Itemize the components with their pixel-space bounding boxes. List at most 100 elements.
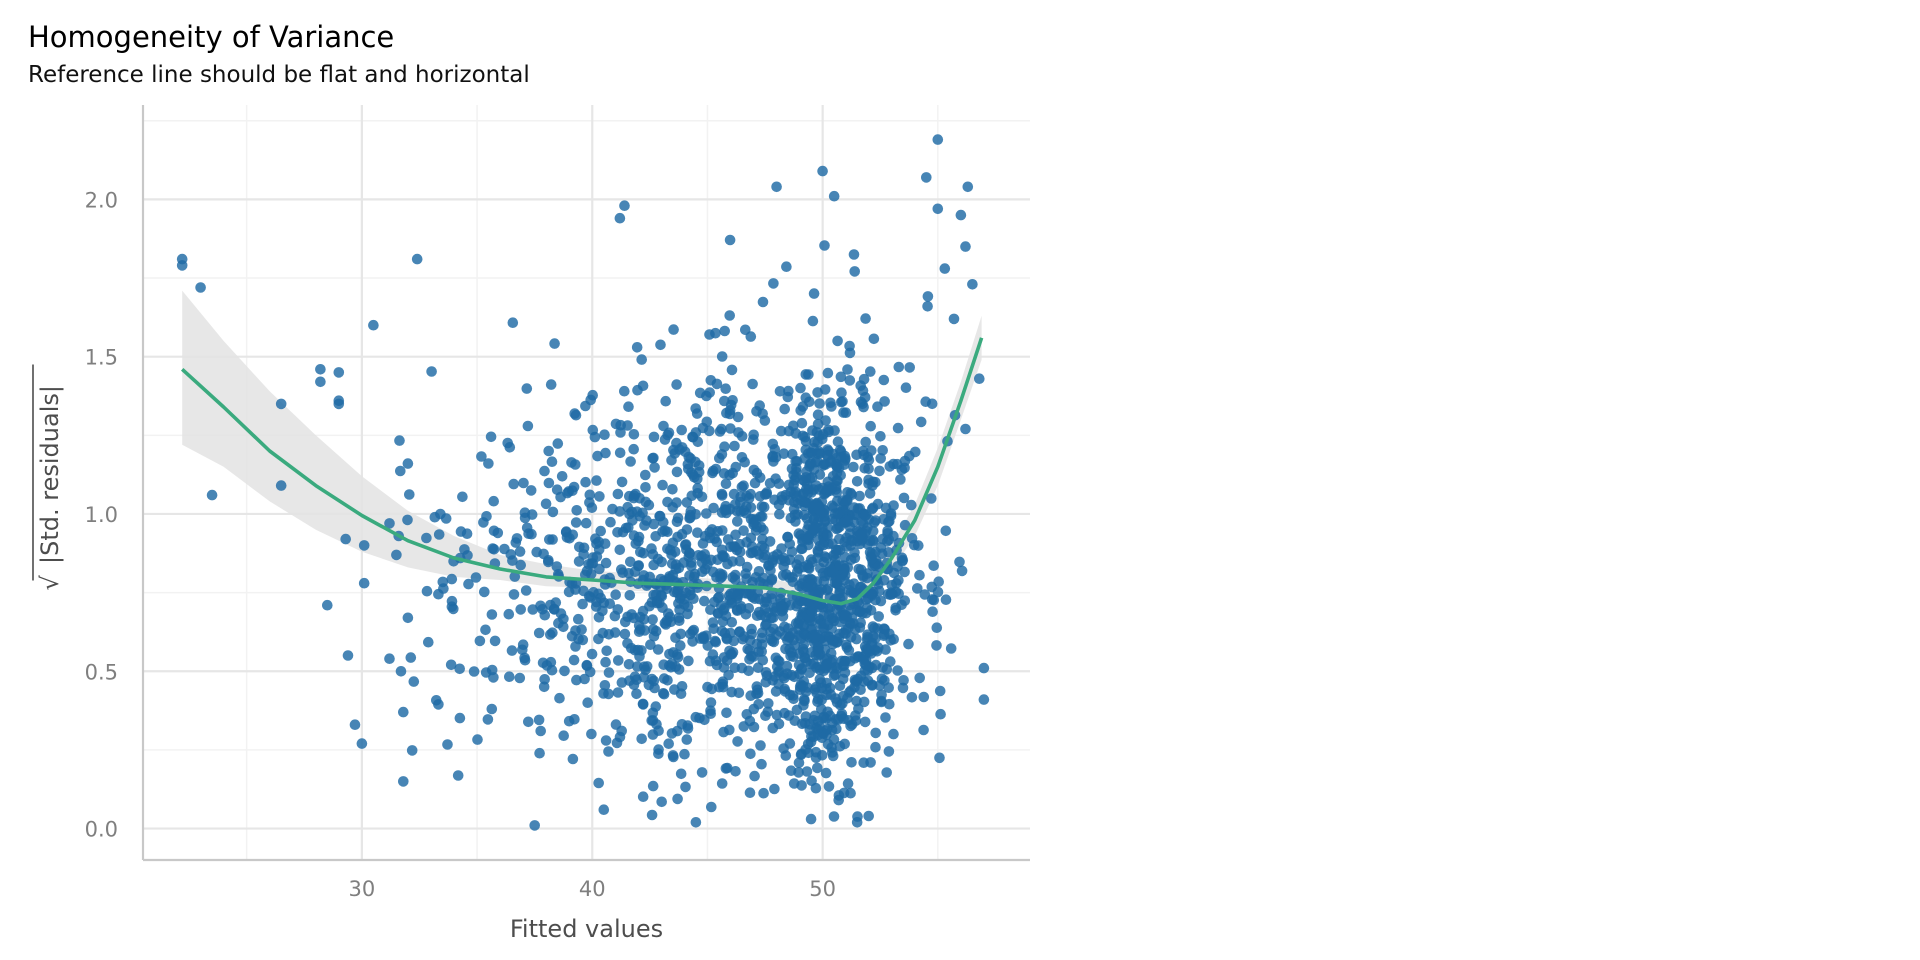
data-point (647, 453, 658, 464)
data-point (931, 622, 943, 633)
data-point (844, 340, 855, 352)
data-point (576, 624, 587, 635)
data-point (724, 234, 736, 246)
data-point (773, 478, 785, 490)
data-point (599, 429, 610, 441)
data-point (732, 736, 743, 747)
data-point (906, 692, 918, 703)
data-point (826, 401, 837, 412)
x-tick-label: 50 (809, 877, 836, 901)
data-point (720, 763, 732, 774)
data-point (650, 531, 661, 542)
data-point (488, 495, 500, 507)
data-point (855, 529, 866, 540)
data-point (404, 489, 415, 500)
data-point (786, 546, 798, 558)
data-point (685, 512, 696, 523)
data-point (681, 524, 693, 535)
data-point (870, 515, 881, 526)
data-point (693, 550, 704, 561)
data-point (643, 679, 655, 691)
data-point (431, 695, 442, 706)
data-point (735, 506, 746, 517)
data-point (813, 646, 824, 657)
data-point (546, 456, 558, 468)
data-point (603, 746, 614, 757)
data-point (675, 768, 687, 780)
data-point (865, 757, 876, 768)
data-point (342, 650, 354, 661)
data-point (719, 627, 731, 639)
data-point (433, 588, 444, 600)
data-point (699, 595, 710, 607)
data-point (593, 588, 604, 600)
data-point (652, 644, 664, 655)
data-point (858, 676, 870, 687)
data-point (706, 801, 717, 813)
data-point (686, 560, 697, 572)
data-point (720, 383, 731, 395)
data-points (176, 134, 990, 831)
data-point (888, 500, 899, 511)
data-point (759, 543, 770, 554)
data-point (610, 589, 621, 600)
data-point (518, 477, 529, 489)
data-point (888, 634, 899, 645)
data-point (755, 740, 766, 751)
data-point (580, 517, 592, 529)
data-point (874, 585, 885, 597)
data-point (402, 514, 413, 526)
data-point (865, 420, 876, 432)
data-point (779, 403, 790, 415)
data-point (658, 516, 669, 528)
data-point (710, 463, 722, 475)
data-point (656, 556, 667, 568)
data-point (586, 502, 598, 513)
data-point (960, 423, 971, 435)
data-point (739, 631, 750, 642)
data-point (508, 589, 520, 600)
data-point (745, 748, 756, 760)
data-point (776, 543, 787, 554)
data-point (315, 364, 326, 375)
data-point (601, 645, 612, 657)
data-point (892, 665, 903, 676)
data-point (726, 649, 738, 660)
data-point (523, 528, 534, 539)
data-point (315, 376, 326, 388)
data-point (926, 594, 938, 605)
data-point (547, 506, 559, 518)
data-point (704, 329, 715, 340)
data-point (573, 556, 585, 567)
data-point (918, 724, 929, 736)
data-point (734, 555, 746, 567)
data-point (875, 453, 886, 464)
data-point (736, 452, 748, 463)
data-point (571, 505, 582, 516)
data-point (807, 315, 819, 327)
data-point (845, 587, 857, 598)
data-point (539, 465, 550, 477)
data-point (468, 666, 480, 677)
data-point (855, 684, 866, 695)
data-point (898, 675, 909, 686)
data-point (759, 489, 771, 500)
data-point (960, 241, 971, 252)
data-point (839, 575, 850, 586)
data-point (585, 592, 596, 603)
data-point (692, 527, 703, 538)
data-point (586, 728, 597, 740)
data-point (743, 603, 755, 614)
data-point (730, 499, 741, 510)
data-point (730, 574, 741, 585)
data-point (743, 665, 754, 677)
data-point (619, 200, 630, 211)
data-point (887, 588, 898, 600)
data-point (502, 437, 513, 449)
data-point (719, 325, 730, 337)
data-point (570, 409, 582, 421)
data-point (402, 458, 414, 469)
data-point (423, 636, 434, 648)
data-point (406, 745, 418, 756)
data-point (611, 737, 623, 749)
